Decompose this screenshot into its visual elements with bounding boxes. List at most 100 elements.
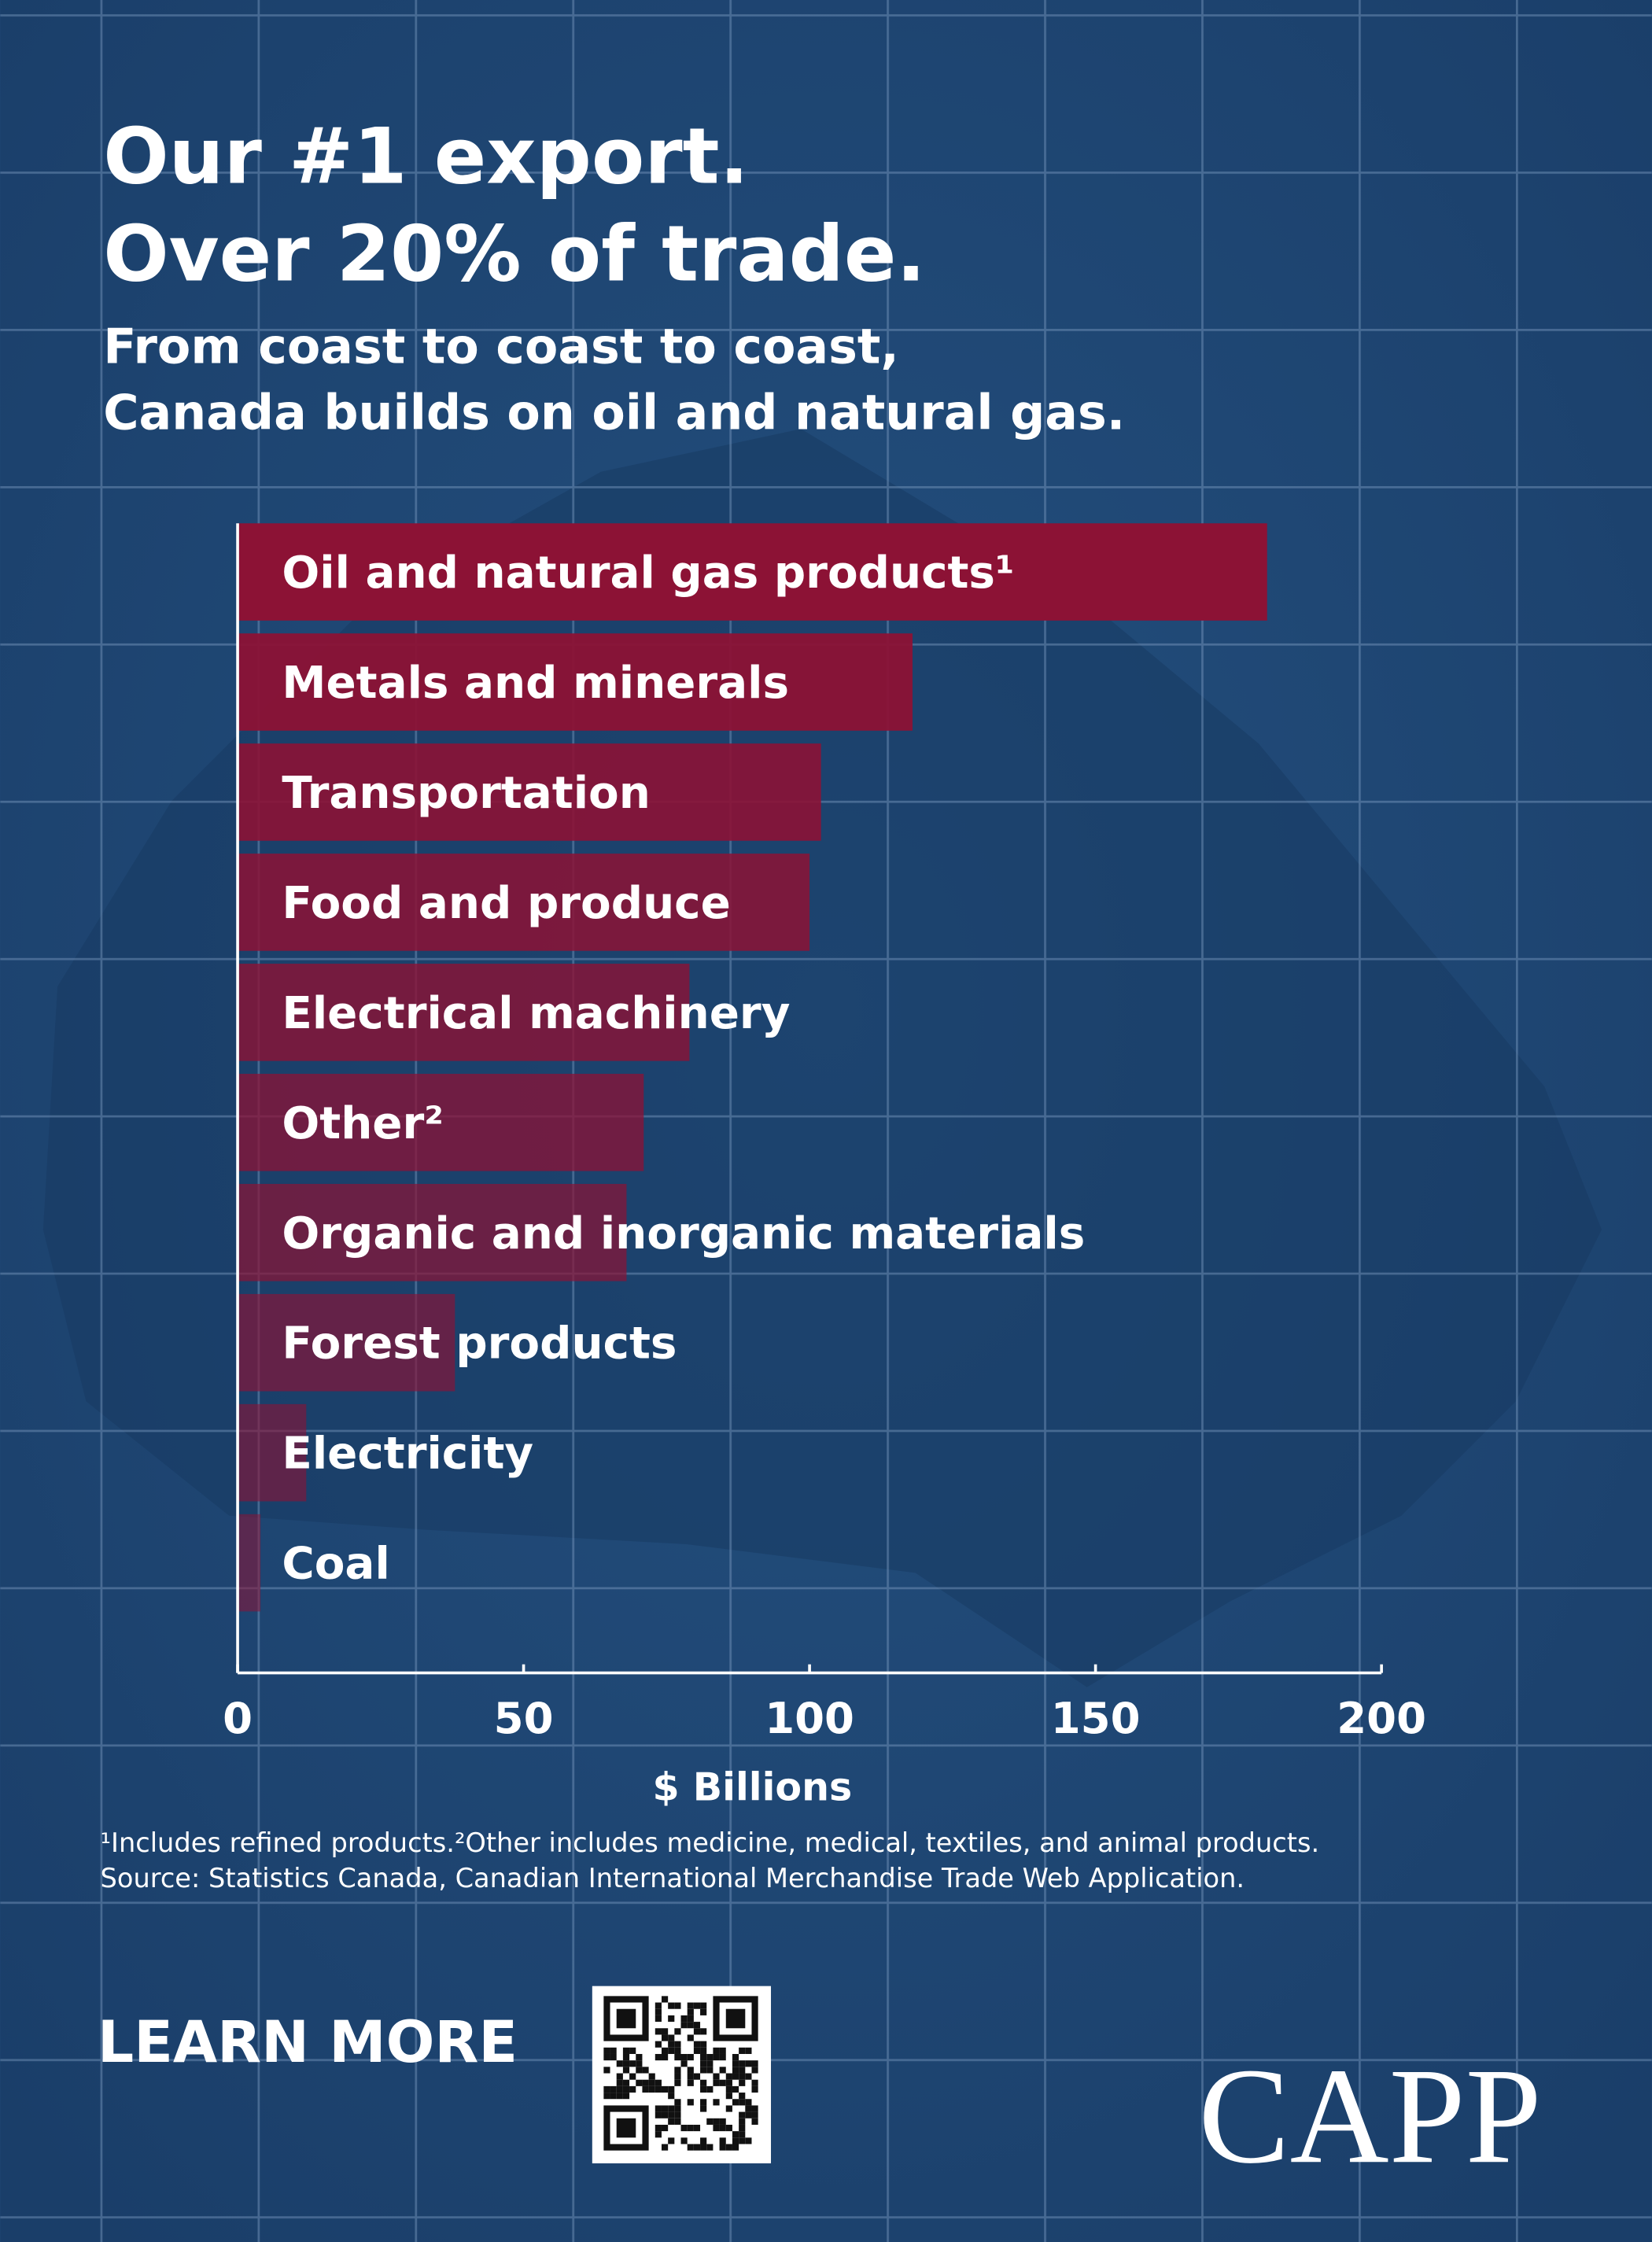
qr-module <box>725 2144 732 2151</box>
qr-module <box>622 2085 630 2093</box>
bar <box>238 964 690 1061</box>
qr-module <box>629 2085 636 2093</box>
qr-module <box>648 2079 655 2086</box>
qr-module <box>661 2144 669 2151</box>
qr-module <box>719 2137 726 2144</box>
qr-module <box>732 2060 739 2067</box>
qr-module <box>629 2047 636 2054</box>
qr-module <box>700 2137 707 2144</box>
qr-module <box>661 2053 669 2061</box>
x-tick-label: 150 <box>1051 1693 1141 1743</box>
qr-module <box>725 2085 732 2093</box>
qr-module <box>713 2118 720 2125</box>
qr-module <box>732 2144 739 2151</box>
qr-module <box>674 2105 681 2112</box>
qr-module <box>700 2053 707 2061</box>
qr-module <box>642 2079 649 2086</box>
learn-more[interactable]: LEARN MORE <box>98 2010 518 2076</box>
qr-module <box>687 2008 694 2015</box>
qr-module <box>719 2047 726 2054</box>
qr-module <box>616 2073 623 2080</box>
qr-module <box>719 2067 726 2074</box>
bar <box>238 1514 261 1612</box>
qr-module <box>693 2028 701 2035</box>
qr-module <box>700 2060 707 2067</box>
qr-module <box>739 2093 746 2100</box>
qr-module <box>687 2099 694 2106</box>
logo: CAPP <box>1198 2040 1541 2192</box>
qr-finder <box>616 2118 636 2138</box>
qr-module <box>655 2124 662 2132</box>
qr-module <box>745 2137 752 2144</box>
x-tick-label: 100 <box>765 1693 854 1743</box>
qr-modules <box>603 1996 758 2151</box>
qr-module <box>706 2060 714 2067</box>
qr-module <box>751 2067 758 2074</box>
bar-label: Organic and inorganic materials <box>282 1208 1085 1259</box>
qr-module <box>706 2144 714 2151</box>
qr-module <box>739 2047 746 2054</box>
subtitle-line: From coast to coast to coast, <box>103 319 899 375</box>
qr-module <box>616 2079 623 2086</box>
qr-module <box>732 2137 739 2144</box>
qr-module <box>661 2111 669 2118</box>
qr-module <box>687 2015 694 2023</box>
qr-module <box>693 2144 701 2151</box>
qr-module <box>739 2111 746 2118</box>
qr-module <box>706 2053 714 2061</box>
qr-module <box>693 2124 701 2132</box>
qr-module <box>745 2111 752 2118</box>
qr-module <box>687 2002 694 2009</box>
qr-module <box>655 2111 662 2118</box>
bar-label: Other² <box>282 1098 444 1149</box>
qr-module <box>725 2073 732 2080</box>
bar-label: Forest products <box>282 1318 677 1370</box>
qr-module <box>661 2047 669 2054</box>
qr-module <box>668 2093 675 2100</box>
qr-module <box>693 2041 701 2048</box>
qr-module <box>680 2060 688 2067</box>
qr-module <box>745 2099 752 2106</box>
qr-finder <box>616 2008 636 2029</box>
qr-module <box>739 2060 746 2067</box>
bar <box>238 1403 307 1502</box>
qr-module <box>739 2137 746 2144</box>
qr-module <box>680 2022 688 2029</box>
bar-label: Oil and natural gas products¹ <box>282 548 1014 599</box>
x-tick-label: 0 <box>223 1693 253 1743</box>
qr-module <box>687 2022 694 2029</box>
qr-module <box>732 2073 739 2080</box>
qr-module <box>661 1996 669 2003</box>
qr-module <box>680 2137 688 2144</box>
qr-module <box>655 2028 662 2035</box>
qr-module <box>739 2124 746 2132</box>
qr-module <box>603 2047 610 2054</box>
qr-module <box>751 2060 758 2067</box>
bar-chart: Oil and natural gas products¹ Metals and … <box>223 523 1426 1743</box>
qr-module <box>674 2041 681 2048</box>
qr-module <box>655 2079 662 2086</box>
qr-module <box>636 2053 643 2061</box>
qr-module <box>706 2067 714 2074</box>
qr-module <box>713 2099 720 2106</box>
bar-label: Coal <box>282 1539 389 1590</box>
qr-module <box>610 2085 617 2093</box>
qr-module <box>622 2093 630 2100</box>
qr-module <box>655 2053 662 2061</box>
qr-module <box>719 2079 726 2086</box>
qr-module <box>668 2118 675 2125</box>
qr-module <box>719 2124 726 2132</box>
qr-module <box>674 2099 681 2106</box>
bar <box>238 633 913 731</box>
qr-module <box>751 2085 758 2093</box>
qr-module <box>700 2144 707 2151</box>
x-tick-label: 200 <box>1337 1693 1426 1743</box>
qr-module <box>751 2105 758 2112</box>
qr-module <box>739 2099 746 2106</box>
qr-finder <box>725 2008 746 2029</box>
qr-module <box>745 2047 752 2054</box>
qr-module <box>622 2060 630 2067</box>
qr-module <box>719 2053 726 2061</box>
